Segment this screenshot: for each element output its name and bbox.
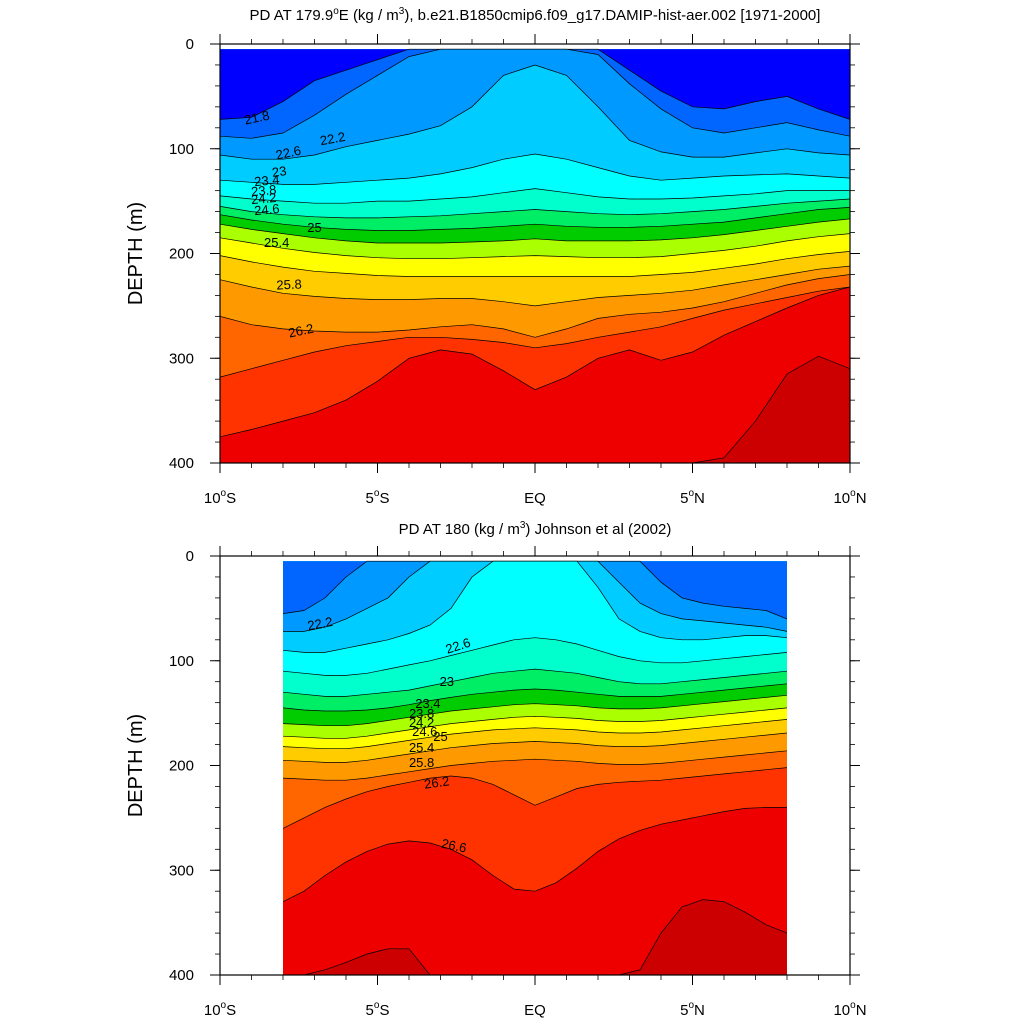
contour-line-23-8	[220, 198, 850, 219]
contour-label: 23.8	[250, 182, 277, 199]
y-tick-label: 200	[169, 246, 194, 263]
contour-line-23-4	[220, 188, 850, 204]
contour-line-27	[283, 899, 788, 975]
contour-label: 24.2	[409, 715, 434, 730]
x-tick-label: 5oN	[680, 1000, 705, 1019]
x-tick-label: 5oS	[366, 488, 390, 507]
contour-label: 25.8	[409, 755, 434, 770]
x-tick-label: 10oN	[833, 1000, 866, 1019]
y-tick-label: 100	[169, 141, 194, 158]
contour-label: 25	[307, 220, 321, 235]
contour-line-23-8	[282, 683, 788, 712]
x-tick-label: EQ	[524, 1002, 546, 1019]
contour-line-23	[282, 637, 788, 676]
contour-line-26-2	[220, 274, 850, 338]
contour-line-26-6	[282, 807, 787, 903]
contour-line-25	[282, 719, 788, 750]
contour-label: 24.6	[254, 201, 281, 218]
contour-line-25-8	[282, 750, 788, 781]
contour-line-27-4	[220, 355, 850, 463]
y-tick-label: 300	[169, 862, 194, 879]
contour-label: 22.6	[444, 635, 473, 657]
contour-line-22-6	[220, 64, 850, 160]
x-tick-label: 10oS	[204, 1000, 236, 1019]
contour-label: 25.8	[276, 276, 302, 292]
contour-band-21-8	[220, 49, 850, 120]
contour-label: 22.2	[319, 129, 347, 148]
y-tick-label: 400	[169, 455, 194, 472]
contour-label: 26.6	[440, 836, 468, 856]
contour-line-26-6	[220, 286, 850, 378]
contour-label: 24.2	[250, 190, 277, 207]
x-tick-label: 10oN	[833, 488, 866, 507]
contour-line-23-4	[282, 668, 788, 697]
contour-line-25-4	[282, 732, 788, 763]
contour-line-24-6	[220, 218, 850, 244]
contour-fill-area	[220, 48, 850, 463]
contour-label: 21.8	[243, 108, 271, 128]
contour-label: 23.4	[254, 172, 281, 189]
y-tick-label: 0	[186, 36, 194, 53]
contour-label: 26.2	[287, 321, 315, 341]
contour-line-25	[220, 233, 850, 260]
chart-title: PD AT 179.9oE (kg / m3), b.e21.B1850cmip…	[250, 6, 821, 24]
contour-label: 23.4	[415, 696, 440, 711]
x-tick-label: 5oS	[366, 1000, 390, 1019]
contour-label: 23.8	[409, 706, 434, 721]
contour-line-24-2	[220, 207, 850, 231]
x-tick-label: 10oS	[204, 488, 236, 507]
contour-label: 23	[440, 674, 454, 689]
contour-label: 24.6	[412, 724, 437, 739]
y-tick-label: 100	[169, 653, 194, 670]
contour-label: 23	[271, 163, 287, 180]
contour-label: 22.2	[306, 614, 334, 633]
y-tick-label: 400	[169, 967, 194, 984]
y-tick-label: 300	[169, 350, 194, 367]
contour-label: 26.2	[423, 773, 450, 791]
y-tick-label: 0	[186, 548, 194, 565]
y-axis-label: DEPTH (m)	[125, 202, 147, 305]
contour-line-21-8	[282, 560, 788, 620]
contour-band-21-8	[283, 561, 787, 619]
y-axis-label: DEPTH (m)	[125, 714, 147, 817]
contour-line-26-2	[282, 767, 788, 829]
chart-title: PD AT 180 (kg / m3) Johnson et al (2002)	[399, 520, 672, 538]
x-tick-label: EQ	[524, 490, 546, 507]
contour-label: 25.4	[264, 235, 289, 250]
contour-line-25-8	[220, 265, 850, 307]
contour-label: 25	[433, 729, 447, 744]
contour-line-27	[220, 286, 850, 438]
contour-line-21-8	[220, 48, 850, 120]
contour-line-25-4	[220, 251, 850, 277]
contour-label: 22.6	[274, 143, 302, 163]
contour-fill-area	[282, 560, 788, 975]
y-tick-label: 200	[169, 758, 194, 775]
contour-line-23	[220, 153, 850, 185]
x-tick-label: 5oN	[680, 488, 705, 507]
contour-label: 25.4	[409, 740, 434, 755]
contour-line-24-2	[282, 694, 788, 727]
contour-line-24-6	[282, 707, 788, 739]
